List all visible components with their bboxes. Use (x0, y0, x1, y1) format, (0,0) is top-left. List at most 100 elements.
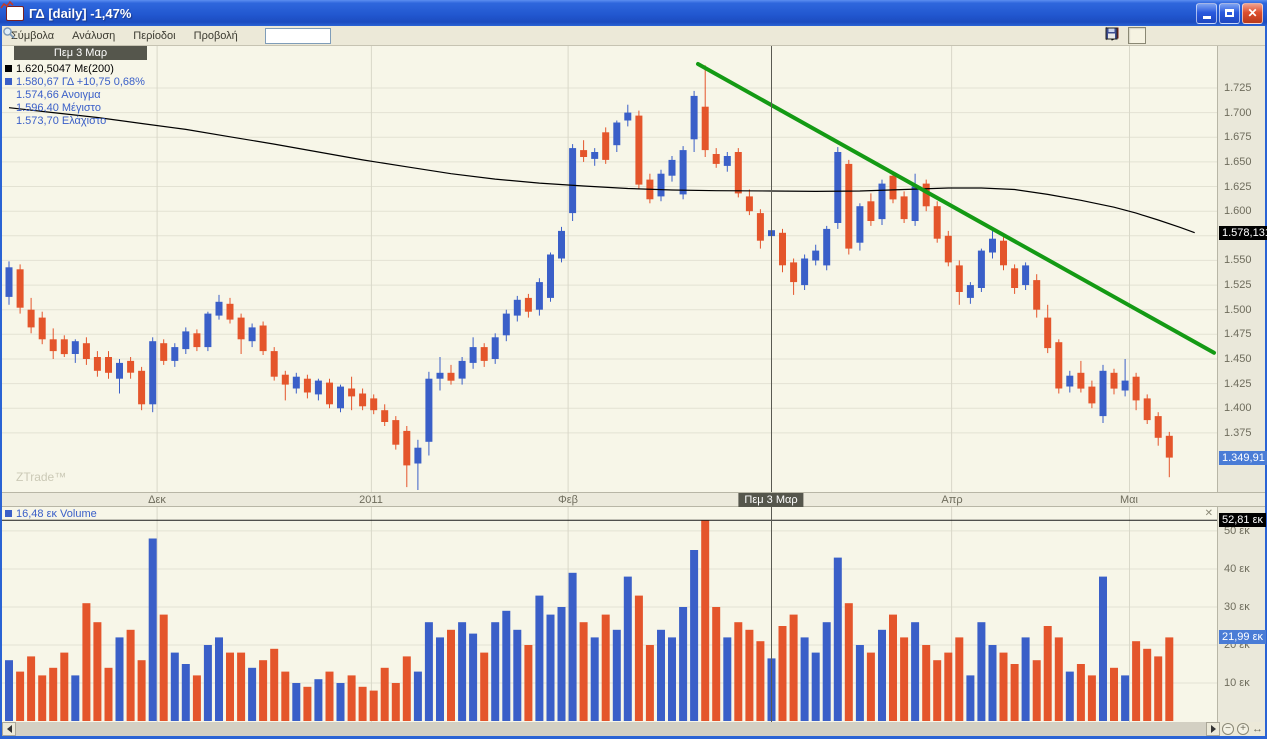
candle-body (149, 341, 157, 405)
volume-bar (657, 629, 665, 721)
volume-bar (248, 667, 257, 721)
candle-body (1165, 435, 1173, 458)
candle-body (635, 115, 643, 185)
volume-chart[interactable]: 16,48 εκ Volume ✕ (2, 507, 1217, 722)
trendline[interactable] (696, 62, 1216, 355)
candle-body (226, 303, 234, 320)
minimize-button[interactable] (1196, 2, 1217, 24)
candle-body (602, 132, 610, 160)
volume-bar (380, 667, 389, 721)
price-tick-label: 1.675 (1224, 131, 1252, 143)
volume-bar (590, 637, 599, 721)
volume-bar (612, 629, 621, 721)
candle-body (82, 343, 90, 359)
chart-icon[interactable] (1105, 27, 1238, 44)
volume-bar (1099, 576, 1107, 721)
ma-marker-icon (5, 65, 12, 72)
zoom-controls: − + ↔ (1220, 722, 1265, 736)
legend-high-row: 1.596,40 Μέγιστο (16, 102, 101, 114)
maximize-button[interactable] (1219, 2, 1240, 24)
scrollbar-track[interactable] (16, 722, 1206, 736)
volume-bar (789, 614, 798, 721)
grid-icon[interactable] (1105, 27, 1169, 44)
volume-bar (546, 614, 555, 721)
candle-body (447, 372, 455, 381)
close-button[interactable]: ✕ (1242, 2, 1263, 24)
volume-bar (281, 671, 290, 721)
window-title: ΓΔ [daily] -1,47% (29, 5, 132, 21)
x-axis-label: Απρ (941, 494, 963, 506)
scroll-right-button[interactable] (1206, 722, 1220, 736)
candle-body (955, 265, 963, 292)
volume-close-icon[interactable]: ✕ (1204, 508, 1213, 519)
volume-bar (1021, 637, 1030, 721)
volume-bar (491, 622, 500, 721)
candle-body (160, 343, 168, 361)
volume-bar (944, 652, 953, 721)
menu-item-ανάλυση[interactable]: Ανάλυση (72, 29, 116, 42)
candle-body (723, 156, 731, 166)
volume-max-tag: 52,81 εκ (1219, 513, 1266, 527)
x-axis-label: Φεβ (557, 494, 579, 506)
candle-body (679, 150, 687, 195)
dotted-line-icon[interactable] (1106, 27, 1215, 44)
candle-body (569, 148, 577, 214)
candle-body (248, 327, 256, 342)
volume-bar (237, 652, 246, 721)
h-scrollbar[interactable] (2, 722, 1220, 736)
menu-item-σύμβολα[interactable]: Σύμβολα (11, 29, 55, 42)
price-tick-label: 1.475 (1224, 328, 1252, 340)
volume-tick-label: 10 εκ (1224, 677, 1250, 689)
candle-body (303, 378, 311, 393)
candle-body (458, 360, 466, 379)
menu-item-περίοδοι[interactable]: Περίοδοι (133, 29, 176, 42)
title-bar[interactable]: ΓΔ [daily] -1,47% ✕ (0, 0, 1267, 26)
volume-bar (712, 607, 721, 721)
candle-body (171, 347, 179, 361)
save-icon[interactable] (1105, 27, 1261, 44)
volume-bar (391, 683, 400, 721)
candle-body (856, 206, 864, 243)
legend-open-row: 1.574,66 Ανοιγμα (16, 89, 101, 101)
volume-bar (347, 675, 356, 721)
volume-bar (822, 622, 831, 721)
candle-body (779, 232, 786, 266)
menu-item-προβολή[interactable]: Προβολή (193, 29, 238, 42)
volume-bar (1010, 664, 1019, 721)
price-tick-label: 1.375 (1224, 427, 1252, 439)
price-tick-label: 1.650 (1224, 156, 1252, 168)
volume-bar (16, 671, 25, 721)
volume-bar (623, 576, 632, 721)
candle-body (911, 186, 919, 221)
volume-bar (1054, 637, 1063, 721)
fit-width-button[interactable]: ↔ (1252, 723, 1263, 735)
scroll-left-button[interactable] (2, 722, 16, 736)
candle-body (314, 380, 322, 395)
volume-bar (645, 645, 654, 721)
symbol-search-input[interactable] (264, 27, 331, 44)
volume-bar (137, 660, 146, 721)
trendline-icon[interactable] (1105, 27, 1192, 44)
crosshair-icon[interactable] (1106, 27, 1146, 44)
volume-bar (855, 645, 864, 721)
candle-body (712, 154, 720, 164)
volume-bar (568, 572, 577, 721)
price-tick-label: 1.525 (1224, 279, 1252, 291)
candle-body (1132, 376, 1140, 401)
volume-bar (833, 557, 842, 721)
volume-bar (1110, 667, 1118, 721)
zoom-out-button[interactable]: − (1222, 723, 1234, 735)
crosshair-date-tag: Πεμ 3 Μαρ (738, 493, 804, 508)
volume-bar (977, 622, 986, 721)
x-axis-label: Μαι (1120, 494, 1138, 506)
chart-legend: Πεμ 3 Μαρ 1.620,5047 Με(200) 1.580,67 ΓΔ… (2, 46, 147, 128)
zoom-in-button[interactable]: + (1237, 723, 1249, 735)
volume-bar (436, 637, 444, 721)
candle-body (193, 333, 201, 348)
volume-bar (1065, 671, 1074, 721)
candle-body (701, 106, 709, 151)
candle-body (270, 351, 278, 377)
volume-bar (557, 607, 566, 721)
candle-body (215, 301, 223, 316)
price-chart[interactable]: Πεμ 3 Μαρ 1.620,5047 Με(200) 1.580,67 ΓΔ… (2, 46, 1217, 492)
